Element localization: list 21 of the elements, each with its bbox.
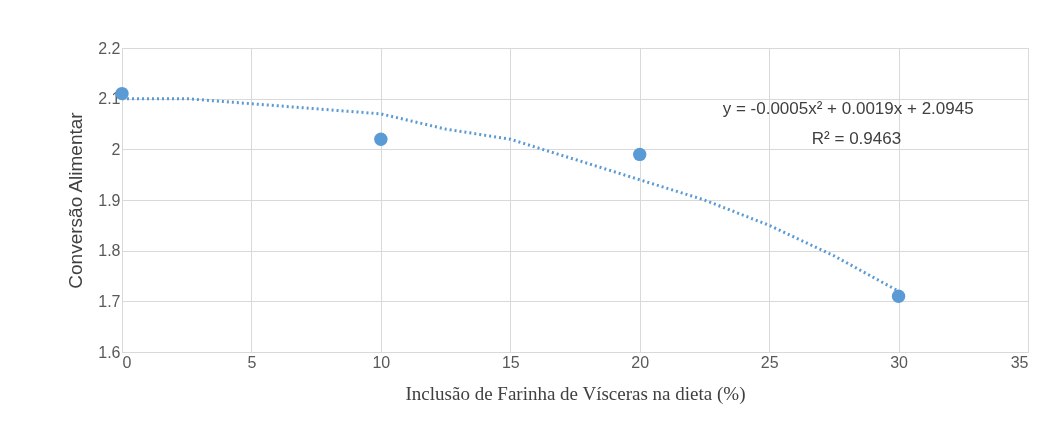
annotation: R² = 0.9463 <box>811 129 902 149</box>
point <box>374 132 388 146</box>
point <box>891 289 906 303</box>
x-tick-label: 0 <box>122 353 132 371</box>
x-axis-title: Inclusão de Farinha de Vísceras na dieta (%) <box>405 382 746 405</box>
x-tick-label: 25 <box>760 353 779 371</box>
y-axis-title: Conversão Alimentar <box>65 111 87 289</box>
y-tick-label: 1.6 <box>98 343 121 361</box>
y-tick-label: 2.2 <box>98 39 121 57</box>
y-tick-label: 1.7 <box>98 292 121 310</box>
x-tick-label: 10 <box>372 353 391 371</box>
x-tick-label: 35 <box>1010 353 1029 371</box>
x-tick-label: 20 <box>631 353 650 371</box>
y-tick-label: 1.8 <box>98 242 121 260</box>
annotation: y = -0.0005x² + 0.0019x + 2.0945 <box>722 98 974 118</box>
x-tick-label: 30 <box>890 353 909 371</box>
y-tick-label: 2 <box>111 140 121 158</box>
x-tick-label: 5 <box>247 353 257 371</box>
x-tick-label: 15 <box>501 353 520 371</box>
y-tick-label: 1.9 <box>98 191 121 209</box>
point <box>633 147 647 162</box>
